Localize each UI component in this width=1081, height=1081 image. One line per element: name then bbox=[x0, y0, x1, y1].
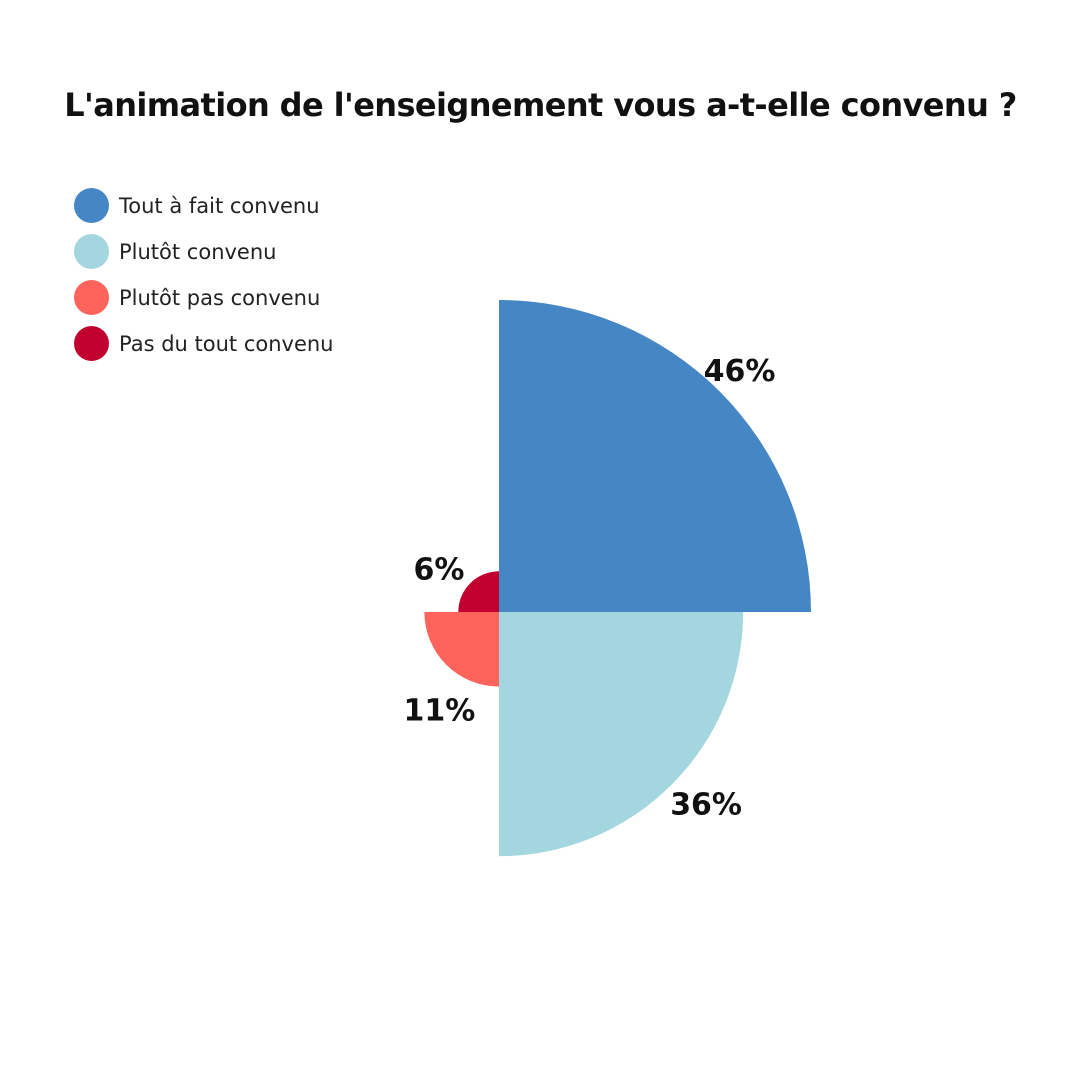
value-label-plutot-pas: 11% bbox=[403, 694, 475, 729]
value-label-pas-du-tout: 6% bbox=[414, 553, 465, 588]
legend-item-pas-du-tout: Pas du tout convenu bbox=[74, 326, 334, 361]
value-label-tout-a-fait: 46% bbox=[704, 354, 776, 389]
legend-label-plutot: Plutôt convenu bbox=[119, 239, 277, 264]
slice-plutot bbox=[499, 612, 744, 857]
chart-slices bbox=[424, 300, 811, 857]
legend: Tout à fait convenu Plutôt convenu Plutô… bbox=[74, 188, 334, 372]
slice-pas-du-tout bbox=[458, 571, 499, 612]
legend-swatch-plutot-pas bbox=[74, 280, 109, 315]
legend-item-plutot: Plutôt convenu bbox=[74, 234, 334, 269]
value-label-plutot: 36% bbox=[670, 788, 742, 823]
legend-swatch-tout-a-fait bbox=[74, 188, 109, 223]
chart-title: L'animation de l'enseignement vous a-t-e… bbox=[64, 86, 1017, 124]
legend-item-plutot-pas: Plutôt pas convenu bbox=[74, 280, 334, 315]
chart-value-labels: 46% 36% 11% 6% bbox=[403, 354, 775, 823]
legend-item-tout-a-fait: Tout à fait convenu bbox=[74, 188, 334, 223]
legend-swatch-pas-du-tout bbox=[74, 326, 109, 361]
slice-tout-a-fait bbox=[499, 300, 811, 612]
legend-swatch-plutot bbox=[74, 234, 109, 269]
legend-label-plutot-pas: Plutôt pas convenu bbox=[119, 285, 321, 310]
legend-label-pas-du-tout: Pas du tout convenu bbox=[119, 331, 334, 356]
slice-plutot-pas bbox=[424, 612, 499, 687]
legend-label-tout-a-fait: Tout à fait convenu bbox=[119, 193, 320, 218]
